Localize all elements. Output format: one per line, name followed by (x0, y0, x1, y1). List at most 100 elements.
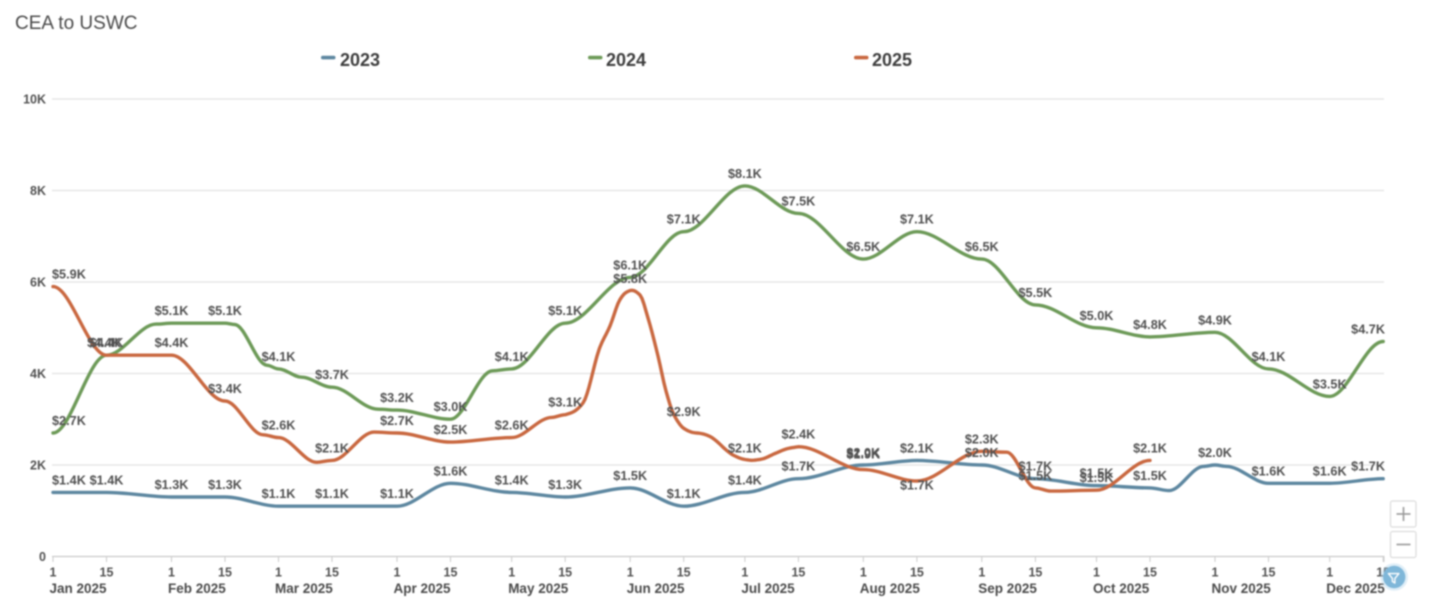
svg-text:$1.6K: $1.6K (1313, 464, 1348, 478)
svg-text:$5.1K: $5.1K (208, 304, 243, 318)
svg-text:0: 0 (39, 550, 46, 564)
svg-text:$2.1K: $2.1K (1133, 441, 1168, 455)
svg-text:2023: 2023 (340, 50, 380, 70)
svg-text:$1.4K: $1.4K (52, 473, 87, 487)
svg-text:$4.8K: $4.8K (1133, 318, 1168, 332)
svg-text:8K: 8K (30, 184, 46, 198)
svg-text:15: 15 (218, 566, 232, 580)
svg-text:$3.5K: $3.5K (1313, 377, 1348, 391)
svg-text:$5.1K: $5.1K (548, 304, 583, 318)
svg-text:$4.4K: $4.4K (90, 336, 125, 350)
svg-text:$2.0K: $2.0K (965, 446, 1000, 460)
svg-text:$1.7K: $1.7K (1018, 460, 1053, 474)
svg-text:$7.5K: $7.5K (781, 194, 816, 208)
svg-text:Apr 2025: Apr 2025 (394, 581, 452, 596)
svg-text:15: 15 (910, 566, 924, 580)
svg-text:$2.9K: $2.9K (667, 405, 702, 419)
svg-text:Sep 2025: Sep 2025 (978, 581, 1037, 596)
svg-text:$8.1K: $8.1K (728, 167, 763, 181)
svg-text:$1.3K: $1.3K (155, 478, 190, 492)
svg-text:$1.5K: $1.5K (613, 469, 648, 483)
svg-text:Aug 2025: Aug 2025 (860, 581, 921, 596)
svg-text:$5.1K: $5.1K (155, 304, 190, 318)
svg-text:15: 15 (1262, 566, 1276, 580)
svg-text:$1.1K: $1.1K (380, 487, 415, 501)
svg-text:15: 15 (1143, 566, 1157, 580)
svg-text:$1.5K: $1.5K (1133, 469, 1168, 483)
svg-text:$4.4K: $4.4K (87, 336, 122, 350)
svg-text:1: 1 (168, 566, 175, 580)
svg-text:Jun 2025: Jun 2025 (627, 581, 685, 596)
svg-text:2K: 2K (30, 459, 46, 473)
svg-text:May 2025: May 2025 (508, 581, 569, 596)
svg-text:$1.5K: $1.5K (1080, 471, 1115, 485)
svg-text:$1.3K: $1.3K (548, 478, 583, 492)
svg-text:15: 15 (100, 566, 114, 580)
svg-text:$7.1K: $7.1K (900, 213, 935, 227)
svg-text:1: 1 (275, 566, 282, 580)
svg-text:15: 15 (325, 566, 339, 580)
svg-text:$6.5K: $6.5K (846, 240, 881, 254)
svg-text:$4.1K: $4.1K (1252, 350, 1287, 364)
svg-text:Dec 2025: Dec 2025 (1326, 581, 1385, 596)
svg-text:$1.5K: $1.5K (1080, 467, 1115, 481)
svg-text:10K: 10K (23, 93, 46, 107)
svg-text:1: 1 (394, 566, 401, 580)
svg-text:$2.7K: $2.7K (52, 414, 87, 428)
svg-text:$2.1K: $2.1K (900, 441, 935, 455)
svg-text:$2.5K: $2.5K (434, 423, 469, 437)
svg-text:15: 15 (444, 566, 458, 580)
svg-text:1: 1 (1093, 566, 1100, 580)
svg-text:$2.0K: $2.0K (1198, 446, 1233, 460)
svg-text:$3.2K: $3.2K (380, 391, 415, 405)
svg-text:$1.1K: $1.1K (315, 487, 350, 501)
svg-text:$2.6K: $2.6K (262, 419, 297, 433)
svg-text:$1.3K: $1.3K (208, 478, 243, 492)
svg-text:$2.0K: $2.0K (846, 446, 881, 460)
svg-text:$2.4K: $2.4K (781, 428, 816, 442)
svg-text:1: 1 (978, 566, 985, 580)
svg-text:CEA to USWC: CEA to USWC (15, 13, 137, 34)
svg-text:Jul 2025: Jul 2025 (741, 581, 795, 596)
svg-text:1: 1 (1326, 566, 1333, 580)
svg-text:$1.4K: $1.4K (728, 473, 763, 487)
svg-text:$3.4K: $3.4K (208, 382, 243, 396)
svg-text:1: 1 (50, 566, 57, 580)
svg-text:$1.7K: $1.7K (900, 478, 935, 492)
svg-text:2025: 2025 (872, 50, 912, 70)
svg-text:$6.1K: $6.1K (613, 258, 648, 272)
svg-text:$2.1K: $2.1K (728, 441, 763, 455)
svg-text:15: 15 (1028, 566, 1042, 580)
svg-text:$1.5K: $1.5K (1018, 469, 1053, 483)
svg-text:$2.7K: $2.7K (380, 414, 415, 428)
svg-text:6K: 6K (30, 276, 46, 290)
svg-text:$5.9K: $5.9K (52, 268, 87, 282)
svg-text:1: 1 (1212, 566, 1219, 580)
svg-text:$5.8K: $5.8K (613, 272, 648, 286)
svg-text:$1.1K: $1.1K (262, 487, 297, 501)
svg-text:$3.0K: $3.0K (434, 400, 469, 414)
svg-text:$1.4K: $1.4K (495, 473, 530, 487)
svg-text:2024: 2024 (606, 50, 646, 70)
svg-text:$5.5K: $5.5K (1018, 286, 1053, 300)
svg-text:$2.3K: $2.3K (965, 432, 1000, 446)
svg-text:1: 1 (741, 566, 748, 580)
svg-text:$3.7K: $3.7K (315, 368, 350, 382)
svg-text:$4.9K: $4.9K (1198, 313, 1233, 327)
svg-text:$3.1K: $3.1K (548, 396, 583, 410)
svg-text:$4.1K: $4.1K (262, 350, 297, 364)
svg-text:$4.7K: $4.7K (1351, 323, 1386, 337)
svg-text:1: 1 (508, 566, 515, 580)
svg-text:$4.1K: $4.1K (495, 350, 530, 364)
svg-text:$7.1K: $7.1K (667, 213, 702, 227)
svg-text:$1.6K: $1.6K (434, 464, 469, 478)
svg-text:Oct 2025: Oct 2025 (1093, 581, 1150, 596)
svg-text:$1.6K: $1.6K (1252, 464, 1287, 478)
svg-text:4K: 4K (30, 367, 46, 381)
svg-text:$1.7K: $1.7K (781, 460, 816, 474)
svg-text:15: 15 (558, 566, 572, 580)
svg-text:$1.9K: $1.9K (846, 447, 881, 461)
svg-text:Jan 2025: Jan 2025 (50, 581, 108, 596)
svg-text:$1.4K: $1.4K (90, 473, 125, 487)
svg-text:$1.1K: $1.1K (667, 487, 702, 501)
